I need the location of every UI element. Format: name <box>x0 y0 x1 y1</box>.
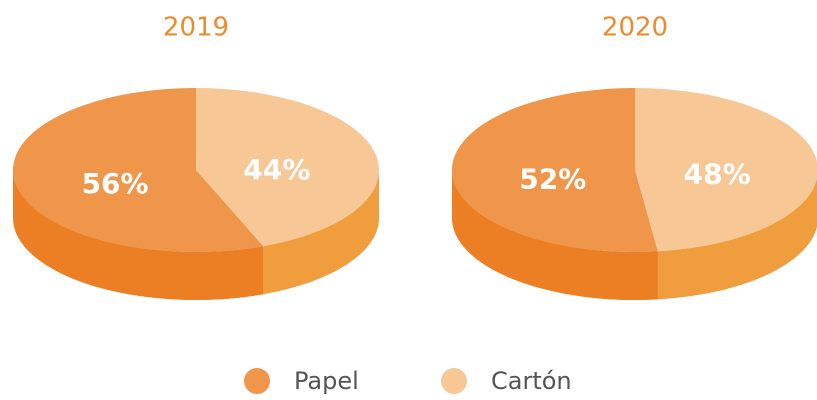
pie-title: 2019 <box>163 13 229 43</box>
value-label: 52% <box>519 162 586 195</box>
slice-side-tint <box>13 170 264 300</box>
value-label: 48% <box>684 158 751 191</box>
slice-side-tint <box>452 170 658 300</box>
slice-side-tint <box>657 178 817 300</box>
slice <box>12 88 264 252</box>
value-label: 56% <box>82 167 149 200</box>
pie-title: 2020 <box>602 13 668 43</box>
legend-swatch <box>244 368 270 394</box>
slice <box>196 88 379 247</box>
slice-side-tint <box>263 170 379 295</box>
value-label: 44% <box>243 153 310 186</box>
slice <box>635 88 817 252</box>
legend-swatch <box>441 368 467 394</box>
slice <box>451 88 658 252</box>
legend-label: Papel <box>294 367 359 395</box>
legend-label: Cartón <box>491 367 572 395</box>
